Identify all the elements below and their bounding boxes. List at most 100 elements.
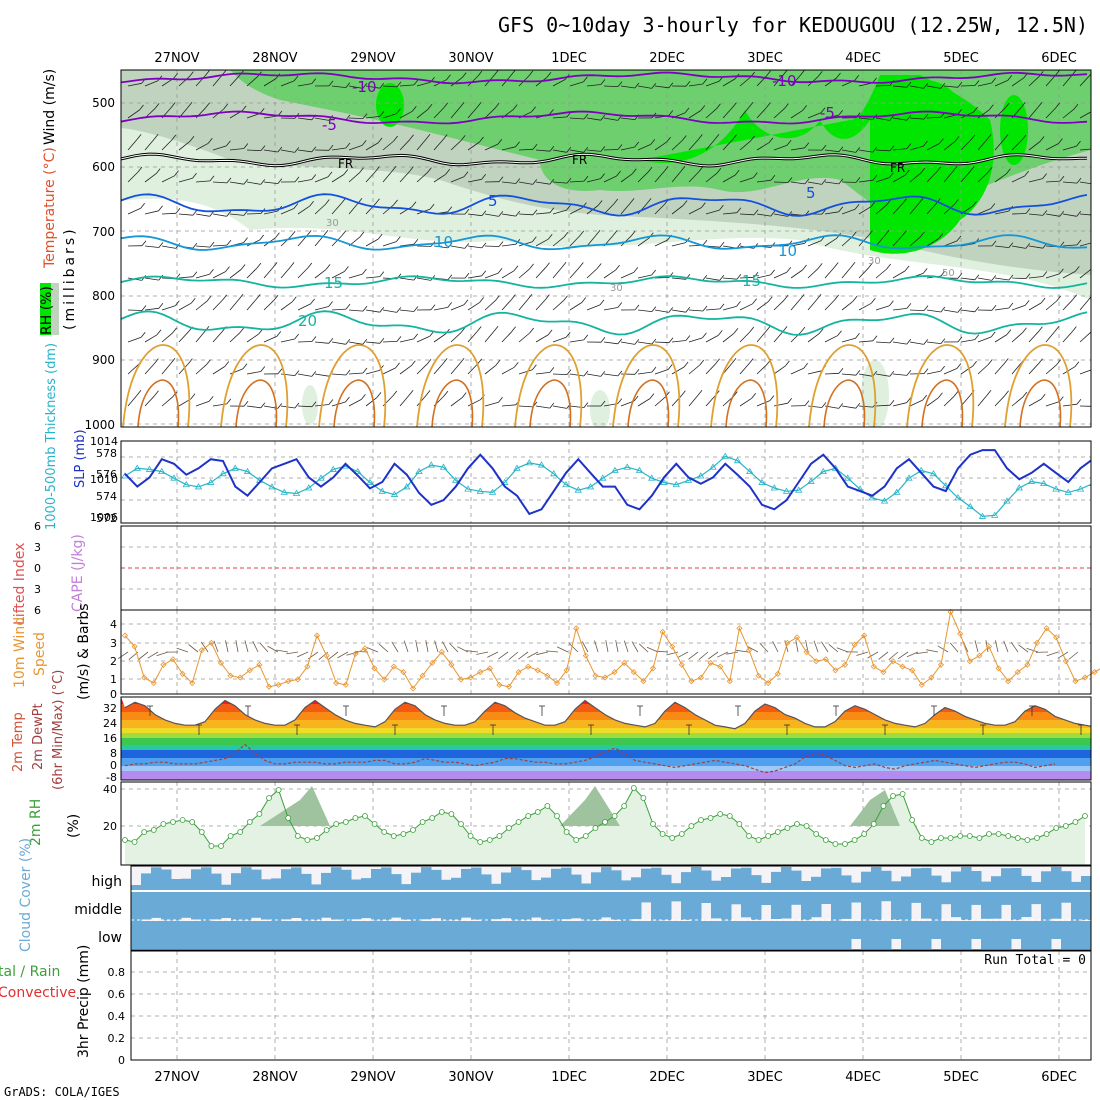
date-label-bottom: 29NOV — [350, 1070, 395, 1085]
precip-convective-label: Convective — [0, 985, 76, 1001]
rh-point — [170, 819, 176, 825]
wind-point — [1091, 669, 1098, 676]
contour-label: 30 — [868, 256, 881, 267]
li-tick: 3 — [34, 541, 41, 554]
thickness-point — [1076, 485, 1085, 492]
date-label-bottom: 30NOV — [448, 1070, 493, 1085]
rh-tick: 20 — [103, 820, 117, 833]
wind-point — [131, 643, 138, 650]
wind-point — [841, 661, 849, 668]
wind-point — [381, 676, 388, 683]
contour-label: -10 — [772, 72, 797, 90]
thickness-point — [672, 480, 680, 488]
rh-point — [534, 809, 541, 815]
thickness-point — [709, 463, 717, 470]
rh-point — [851, 837, 858, 843]
wind-point — [630, 669, 637, 676]
thickness-point — [1040, 479, 1048, 487]
rh-point — [448, 811, 455, 817]
cape-lifted-index-panel: 6 3 0 3 6 Lifted Index CAPE (J/kg) — [12, 520, 1092, 625]
date-label-top: 28NOV — [252, 51, 297, 66]
thickness-point — [991, 511, 999, 518]
date-label-bottom: 3DEC — [747, 1070, 783, 1085]
wind-point — [1033, 639, 1041, 646]
rh-point — [1043, 831, 1050, 837]
rh-point — [160, 821, 167, 827]
rh2m-label: 2m RH — [28, 799, 44, 846]
wind-point — [601, 674, 609, 681]
thickness-point — [317, 474, 325, 481]
chart-title: GFS 0~10day 3-hourly for KEDOUGOU (12.25… — [498, 13, 1088, 37]
rh-point — [477, 839, 484, 845]
date-label-top: 30NOV — [448, 51, 493, 66]
thickness-point — [439, 463, 448, 470]
wind-point — [1062, 658, 1069, 665]
wind10m-barbs — [117, 640, 1079, 661]
rh-point — [678, 831, 685, 837]
wind-point — [150, 679, 157, 687]
run-total: Run Total = 0 — [984, 953, 1086, 968]
wind10m-label: 10m Wind — [12, 617, 28, 688]
slp-tick: 1006 — [90, 511, 118, 524]
wind10m-axis-labels: 10m Wind Speed (m/s) & Barbs — [12, 603, 92, 700]
precip-total-label: tal / Rain — [0, 964, 60, 980]
thickness-tick: 572 — [96, 512, 117, 525]
rh-point — [755, 837, 762, 843]
precip-tick: 0 — [118, 1054, 125, 1067]
precip-grid — [131, 951, 1091, 1060]
rh-point — [1014, 835, 1021, 841]
footer-credit: GrADS: COLA/IGES — [4, 1085, 120, 1099]
thickness-point — [1064, 488, 1072, 495]
thickness-point — [305, 484, 313, 491]
date-label-top: 5DEC — [943, 51, 979, 66]
rh-point — [563, 829, 570, 835]
rh-point — [890, 793, 896, 799]
dewpoint-line — [124, 743, 1056, 774]
thickness-point — [329, 465, 337, 472]
rh-point — [938, 835, 944, 841]
wind-point — [640, 678, 647, 685]
rh-point — [141, 829, 148, 835]
rh-point — [544, 803, 551, 809]
dewpt-label: 2m DewPt — [31, 703, 46, 770]
date-label-top: 3DEC — [747, 51, 783, 66]
cape-ticks: 6 3 0 3 6 — [34, 520, 41, 617]
thickness-axis-label: 1000-500mb Thickness (dm) — [44, 343, 59, 530]
rh-point — [275, 787, 282, 793]
thickness-point — [366, 478, 374, 485]
rh-point — [726, 813, 733, 819]
wind-point — [918, 681, 925, 688]
rh-point — [794, 821, 800, 827]
wind-point — [688, 678, 695, 685]
wind-point — [870, 663, 877, 670]
precip-tick: 0.8 — [108, 966, 126, 979]
y-tick-label: 600 — [92, 160, 115, 174]
thickness-point — [1015, 484, 1023, 491]
wind-point — [803, 648, 810, 656]
wind10m-markers — [121, 608, 1098, 692]
thickness-point — [537, 461, 546, 468]
thickness-point — [550, 470, 558, 477]
thickness-point — [880, 497, 889, 504]
wind-point — [237, 674, 244, 681]
wind-point — [697, 674, 705, 681]
rh-point — [669, 835, 676, 841]
temp-tick: 8 — [110, 747, 117, 760]
rh-point — [256, 811, 263, 817]
rh2m-unit: (%) — [66, 814, 82, 838]
date-label-top: 6DEC — [1041, 51, 1077, 66]
rh-point — [717, 811, 724, 817]
wind-point — [649, 665, 657, 672]
thickness-point — [1052, 485, 1060, 492]
wind-point — [169, 656, 177, 663]
slp-ticks: 578 576 574 572 1014 1010 1006 — [90, 435, 118, 525]
thickness-point — [770, 484, 778, 491]
wind-point — [160, 661, 167, 668]
rh-shading — [121, 70, 1091, 427]
slp-axis-label: SLP (mb) — [73, 429, 88, 488]
date-label-top: 29NOV — [350, 51, 395, 66]
rh-point — [400, 831, 407, 837]
precip-tick: 0.2 — [108, 1032, 126, 1045]
contour-label: 15 — [742, 272, 761, 290]
rh2m-panel: 40 20 2m RH (%) — [28, 781, 1092, 866]
